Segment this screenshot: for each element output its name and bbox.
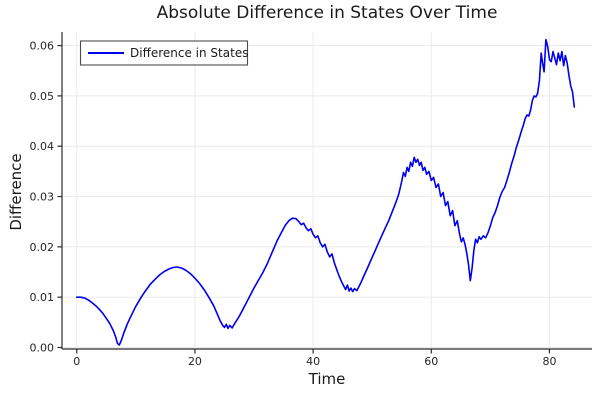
y-axis-label: Difference [7,153,25,231]
legend-label: Difference in States [130,46,248,60]
y-axis-tick-label: 0.03 [30,191,55,204]
y-axis-tick-label: 0.06 [30,40,55,53]
legend: Difference in States [79,40,248,66]
axis-tick-labels: 0 20 40 60 80 0.00 0.01 0.02 0.03 0.04 0.05 0.06 [30,40,557,368]
y-axis-tick-label: 0.04 [30,140,55,153]
series-line [76,38,576,346]
y-axis-tick-label: 0.02 [30,241,55,254]
axis-ticks [57,44,551,354]
x-axis-tick-label: 40 [306,355,320,368]
chart-title: Absolute Difference in States Over Time [156,3,498,23]
gridlines [62,32,592,349]
x-axis-tick-label: 80 [542,355,556,368]
x-axis-tick-label: 20 [188,355,202,368]
y-axis-tick-label: 0.01 [30,291,55,304]
y-axis-tick-label: 0.05 [30,90,55,103]
x-axis-tick-label: 0 [73,355,80,368]
y-axis-tick-label: 0.00 [30,341,55,354]
x-axis-label: Time [308,370,346,388]
x-axis-tick-label: 60 [424,355,438,368]
